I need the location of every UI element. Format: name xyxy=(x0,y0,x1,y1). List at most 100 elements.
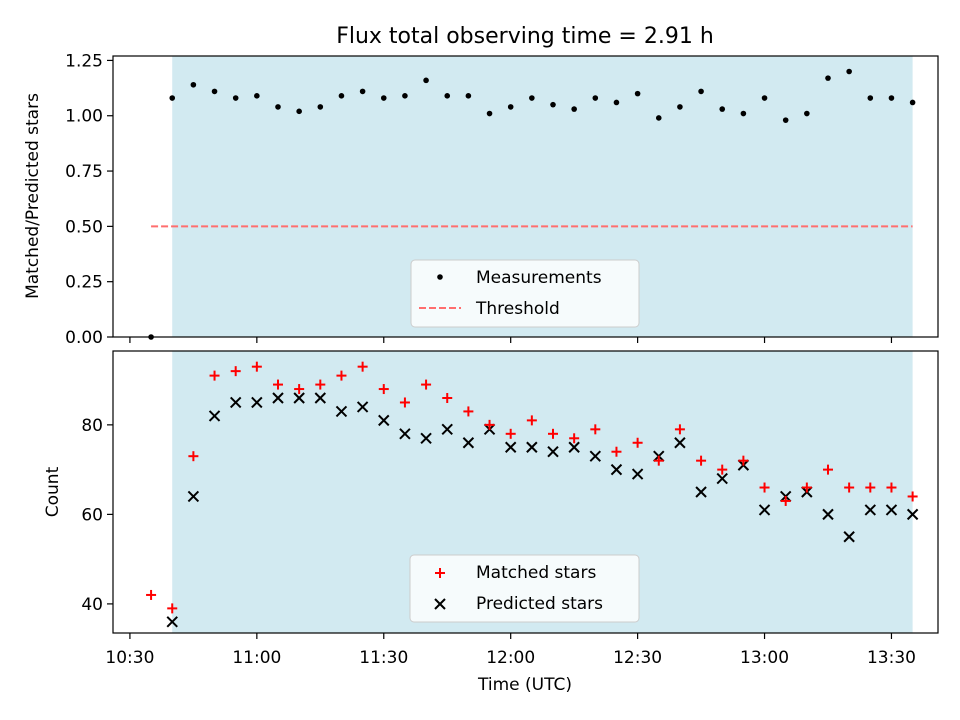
legend-matched-label: Matched stars xyxy=(476,563,596,583)
measurement-point xyxy=(740,110,747,117)
matched-stars-point xyxy=(632,437,643,448)
matched-stars-point xyxy=(251,361,262,372)
measurement-point xyxy=(846,68,852,75)
matched-stars-point xyxy=(717,464,728,475)
predicted-stars-point xyxy=(906,508,919,521)
measurement-point xyxy=(254,93,260,99)
matched-stars-point xyxy=(569,433,580,444)
count-x-tick-label: 10:30 xyxy=(105,648,154,668)
predicted-stars-point xyxy=(758,504,771,516)
measurement-point xyxy=(592,95,599,101)
matched-stars-point xyxy=(230,366,241,377)
predicted-stars-point xyxy=(526,441,538,453)
matched-stars-point xyxy=(484,419,495,430)
legend-measurements-label: Measurements xyxy=(476,268,602,288)
count-x-tick-label: 12:00 xyxy=(486,648,535,668)
legend-predicted-swatch xyxy=(434,598,446,610)
predicted-stars-point xyxy=(378,414,390,427)
ratio-y-tick-label: 1.25 xyxy=(65,51,103,71)
measurement-point xyxy=(190,81,197,88)
ratio-marks xyxy=(148,68,916,340)
predicted-stars-point xyxy=(695,486,707,498)
count-legend-box xyxy=(409,554,640,623)
legend-measurements-swatch xyxy=(437,274,443,280)
measurement-point xyxy=(761,95,768,101)
count-panel: 40 60 80 10:30 11:00 11:30 12:00 12:30 13:00 13:… xyxy=(43,350,939,695)
measurement-point xyxy=(444,93,451,99)
matched-stars-point xyxy=(653,455,664,466)
matched-stars-point xyxy=(273,379,283,390)
matched-stars-point xyxy=(548,428,558,439)
matched-stars-point xyxy=(865,482,876,493)
ratio-y-tick-label: 0.75 xyxy=(65,162,103,182)
count-legend: Matched stars Predicted stars xyxy=(409,554,640,623)
legend-threshold-label: Threshold xyxy=(475,299,560,319)
matched-stars-point xyxy=(696,455,707,466)
matched-stars-point xyxy=(611,446,622,457)
measurement-point xyxy=(719,106,726,112)
predicted-stars-point xyxy=(462,437,475,449)
measurement-point xyxy=(317,104,324,110)
ratio-y-tick-label: 1.00 xyxy=(65,107,103,127)
predicted-stars-point xyxy=(674,437,686,449)
measurement-point xyxy=(232,95,239,101)
count-x-tick-label: 11:30 xyxy=(359,648,408,668)
measurement-point xyxy=(275,104,281,110)
measurement-point xyxy=(486,110,493,117)
measurement-point xyxy=(909,99,916,106)
predicted-stars-point xyxy=(399,428,411,440)
legend-plus-marker xyxy=(435,568,445,578)
predicted-stars-point xyxy=(166,616,178,628)
matched-stars-point xyxy=(823,464,833,475)
measurement-point xyxy=(655,115,662,121)
chart-title: Flux total observing time = 2.91 h xyxy=(336,24,714,49)
measurement-point xyxy=(359,88,366,95)
measurement-point xyxy=(888,95,895,101)
ratio-panel: 0.00 0.25 0.50 0.75 1.00 1.25 Matched/Predict… xyxy=(23,51,939,348)
measurement-point xyxy=(529,95,535,101)
matched-stars-point xyxy=(378,384,389,395)
predicted-stars-point xyxy=(568,441,580,453)
predicted-stars-point xyxy=(864,504,877,516)
matched-stars-point xyxy=(844,482,855,493)
ratio-legend-box xyxy=(410,259,640,328)
measurement-point xyxy=(825,75,831,81)
predicted-stars-point xyxy=(208,410,221,422)
predicted-stars-point xyxy=(314,392,327,404)
predicted-stars-point xyxy=(716,472,728,485)
predicted-stars-point xyxy=(843,531,855,543)
count-y-tick-label: 60 xyxy=(81,505,103,525)
predicted-stars-point xyxy=(631,468,644,480)
predicted-stars-point xyxy=(547,446,559,458)
predicted-stars-point xyxy=(293,392,305,404)
measurement-point xyxy=(423,77,429,84)
matched-stars-point xyxy=(315,379,326,390)
count-y-axis-label: Count xyxy=(43,466,63,517)
matched-stars-point xyxy=(463,406,474,417)
measurement-point xyxy=(867,95,874,101)
ratio-legend: Measurements Threshold xyxy=(410,259,640,328)
matched-stars-point xyxy=(886,482,897,493)
measurement-point xyxy=(613,99,620,106)
ratio-x-ticks xyxy=(129,337,893,343)
ratio-axes-frame xyxy=(112,55,939,338)
matched-stars-point xyxy=(505,428,516,439)
count-x-tick-label: 12:30 xyxy=(613,648,662,668)
count-x-axis: 10:30 11:00 11:30 12:00 12:30 13:00 13:30 xyxy=(105,633,916,668)
measurement-point xyxy=(380,95,387,101)
predicted-stars-point xyxy=(187,490,200,503)
measurement-point xyxy=(169,95,176,101)
measurement-point xyxy=(677,104,683,110)
predicted-stars-point xyxy=(335,405,348,418)
predicted-stars-point xyxy=(441,423,453,436)
ratio-y-tick-label: 0.50 xyxy=(65,217,103,237)
count-x-tick-label: 13:00 xyxy=(740,648,789,668)
measurement-point xyxy=(211,88,218,95)
count-y-tick-label: 40 xyxy=(81,595,103,615)
legend-matched-swatch xyxy=(435,568,445,578)
matched-stars-point xyxy=(209,370,220,381)
predicted-stars-point xyxy=(272,392,284,404)
measurement-point xyxy=(402,93,408,99)
measurement-point xyxy=(338,93,345,99)
